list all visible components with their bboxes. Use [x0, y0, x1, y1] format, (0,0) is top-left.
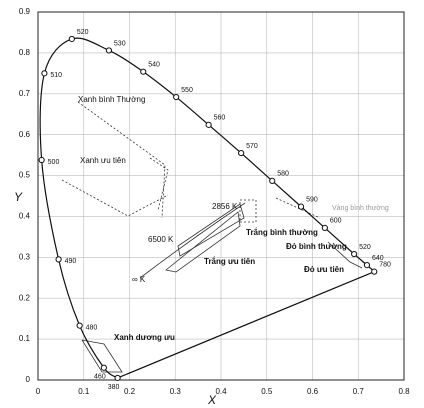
- y-axis-label: Y: [14, 190, 23, 204]
- x-tick-label: 0.3: [170, 387, 182, 396]
- point-label: 640: [372, 255, 384, 262]
- x-tick-label: 0.1: [78, 387, 90, 396]
- annotation: Vàng bình thường: [332, 205, 389, 212]
- plot-frame: [37, 11, 405, 381]
- annotation: Đỏ bình thường: [286, 242, 347, 251]
- point-label: 590: [306, 196, 318, 203]
- x-tick-label: 0.7: [353, 387, 365, 396]
- locus-point: [351, 250, 358, 258]
- x-tick-label: 0.8: [398, 387, 410, 396]
- x-tick-label: 0.2: [124, 387, 136, 396]
- annotation: Xanh dương ưu: [114, 333, 175, 342]
- locus-point: [297, 203, 305, 210]
- locus-point: [68, 35, 75, 43]
- annotation: ∞ K: [132, 275, 146, 284]
- locus-point: [114, 374, 121, 382]
- point-label: 520: [77, 29, 89, 36]
- locus-point: [205, 121, 212, 128]
- y-tick-label: 0.4: [19, 212, 31, 221]
- locus-point: [105, 47, 113, 54]
- locus-point: [371, 268, 378, 275]
- x-tick-label: 0.5: [261, 387, 273, 396]
- point-label: 480: [86, 324, 98, 331]
- y-tick-label: 0.5: [19, 171, 31, 180]
- point-label: 510: [50, 72, 62, 79]
- annotation: 6500 K: [148, 235, 174, 244]
- point-label: 780: [379, 261, 391, 268]
- locus-point: [100, 364, 107, 371]
- point-label: 570: [246, 143, 258, 150]
- point-label: 600: [330, 218, 342, 225]
- point-label: 560: [214, 115, 226, 122]
- regions: [61, 101, 367, 373]
- locus-point: [321, 224, 328, 231]
- locus-point: [140, 68, 147, 75]
- locus-point: [76, 322, 83, 329]
- annotation: Đỏ ưu tiên: [304, 265, 344, 274]
- locus-point: [269, 177, 276, 184]
- point-label: 500: [48, 159, 60, 166]
- x-tick-label: 0: [36, 387, 41, 396]
- locus-point: [363, 262, 371, 269]
- point-label: 540: [148, 62, 160, 69]
- y-tick-label: 0: [26, 375, 31, 384]
- annotation: Trắng ưu tiên: [204, 257, 255, 266]
- annotation: Xanh bình Thường: [78, 95, 145, 104]
- annotation: Trắng bình thường: [246, 228, 318, 237]
- y-tick-label: 0.9: [19, 7, 31, 16]
- y-tick-label: 0.2: [19, 293, 31, 302]
- locus-point: [38, 156, 45, 164]
- locus-point: [238, 149, 245, 157]
- x-tick-label: 0.6: [307, 387, 319, 396]
- locus-point: [173, 93, 180, 101]
- y-tick-label: 0.8: [19, 48, 31, 57]
- x-axis-label: X: [207, 393, 217, 407]
- point-label: 490: [65, 258, 77, 265]
- y-tick-label: 0.7: [19, 89, 31, 98]
- locus-point: [55, 256, 62, 263]
- point-label: 550: [181, 87, 193, 94]
- locus-point: [41, 70, 48, 77]
- y-tick-label: 0.3: [19, 252, 31, 261]
- point-label: 380: [108, 384, 120, 391]
- x-tick-label: 0.4: [215, 387, 227, 396]
- point-label: 520: [359, 244, 371, 251]
- y-tick-label: 0.6: [19, 130, 31, 139]
- annotation: 2856 K: [212, 202, 238, 211]
- point-label: 460: [94, 374, 106, 381]
- point-label: 580: [277, 171, 289, 178]
- annotation: Xanh ưu tiên: [80, 156, 126, 165]
- point-label: 530: [114, 40, 126, 47]
- y-tick-label: 0.1: [19, 334, 31, 343]
